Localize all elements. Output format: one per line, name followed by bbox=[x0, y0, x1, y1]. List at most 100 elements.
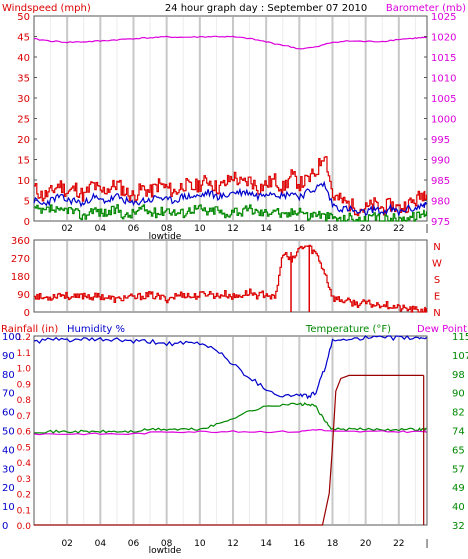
temperature-tick-label: 40 bbox=[452, 502, 465, 513]
x-tick-label: 10 bbox=[194, 539, 206, 549]
x-tick-end: | bbox=[425, 224, 428, 234]
windspeed-tick-label: 10 bbox=[17, 176, 30, 187]
compass-tick-label: N bbox=[433, 242, 440, 253]
humidity-tick-label: 30 bbox=[2, 464, 15, 475]
temperature-line bbox=[33, 402, 427, 434]
barometer-tick-label: 1005 bbox=[431, 94, 456, 105]
barometer-tick-label: 1000 bbox=[431, 115, 456, 126]
tick-labels: 02 04 06 08 10 12 14 16 18 20 22 | 02 04 06 08 10 12 14 16 1… bbox=[2, 12, 468, 549]
rain-tick-label: 0.4 bbox=[17, 459, 32, 469]
windspeed-axis-label: Windspeed (mph) bbox=[2, 3, 91, 14]
barometer-tick-label: 1025 bbox=[431, 12, 456, 23]
humidity-tick-label: 20 bbox=[2, 483, 15, 494]
compass-tick-label: N bbox=[433, 308, 440, 319]
windspeed-tick-label: 5 bbox=[24, 197, 30, 208]
dewpoint-line bbox=[33, 429, 427, 436]
x-tick-label: 04 bbox=[95, 224, 107, 234]
barometer-axis-label: Barometer (mb) bbox=[386, 3, 466, 14]
rain-tick-label: 0.1 bbox=[17, 506, 31, 516]
humidity-tick-label: 10 bbox=[2, 502, 15, 513]
temperature-tick-label: 98 bbox=[452, 370, 465, 381]
temperature-tick-label: 115 bbox=[452, 332, 468, 343]
compass-tick-label: W bbox=[432, 259, 442, 270]
wind-average-line bbox=[33, 180, 427, 218]
lowtide-label-top: lowtide bbox=[149, 232, 182, 242]
x-tick-label: 20 bbox=[360, 539, 372, 549]
x-tick-label: 14 bbox=[260, 539, 272, 549]
direction-tick-label: 180 bbox=[11, 272, 30, 283]
windspeed-tick-label: 45 bbox=[17, 33, 30, 44]
barometer-tick-label: 1010 bbox=[431, 74, 456, 85]
humidity-tick-label: 0 bbox=[2, 521, 8, 532]
temperature-tick-label: 82 bbox=[452, 408, 465, 419]
windspeed-tick-label: 25 bbox=[17, 115, 30, 126]
windspeed-tick-label: 30 bbox=[17, 94, 30, 105]
humidity-tick-label: 60 bbox=[2, 408, 15, 419]
direction-panel-frame bbox=[33, 239, 428, 313]
temperature-tick-label: 74 bbox=[452, 427, 465, 438]
humidity-line bbox=[33, 335, 427, 400]
x-tick-label: 06 bbox=[128, 224, 140, 234]
rain-tick-label: 0.3 bbox=[17, 475, 31, 485]
rain-tick-label: 0.9 bbox=[17, 380, 32, 390]
barometer-tick-label: 1020 bbox=[431, 33, 456, 44]
temperature-tick-label: 32 bbox=[452, 521, 465, 532]
humidity-tick-label: 50 bbox=[2, 427, 15, 438]
humidity-tick-label: 90 bbox=[2, 351, 15, 362]
windspeed-tick-label: 50 bbox=[17, 12, 30, 23]
humidity-tick-label: 80 bbox=[2, 370, 15, 381]
barometer-tick-label: 985 bbox=[431, 176, 450, 187]
x-tick-label: 20 bbox=[360, 224, 372, 234]
compass-tick-label: E bbox=[434, 292, 440, 303]
windspeed-tick-label: 0 bbox=[24, 217, 30, 228]
temperature-tick-label: 107 bbox=[452, 351, 468, 362]
humidity-axis-label: Humidity % bbox=[67, 324, 125, 335]
x-tick-label: 02 bbox=[61, 539, 72, 549]
dewpoint-axis-label: Dew Point bbox=[417, 324, 467, 335]
x-tick-label: 08 bbox=[161, 224, 173, 234]
temperature-tick-label: 90 bbox=[452, 389, 465, 400]
windspeed-tick-label: 20 bbox=[17, 135, 30, 146]
direction-tick-label: 360 bbox=[11, 236, 30, 247]
barometer-tick-label: 980 bbox=[431, 197, 450, 208]
windspeed-tick-label: 35 bbox=[17, 74, 30, 85]
barometer-tick-label: 975 bbox=[431, 217, 450, 228]
rain-tick-label: 0.6 bbox=[17, 428, 32, 438]
humidity-tick-label: 70 bbox=[2, 389, 15, 400]
humidity-tick-label: 100 bbox=[2, 332, 21, 343]
x-tick-label: 02 bbox=[61, 224, 72, 234]
temperature-tick-label: 65 bbox=[452, 445, 465, 456]
direction-tick-label: 90 bbox=[17, 290, 30, 301]
x-tick-label: 18 bbox=[327, 539, 339, 549]
graph-title: 24 hour graph day : September 07 2010 bbox=[165, 3, 367, 14]
x-tick-label: 10 bbox=[194, 224, 206, 234]
x-tick-label: 06 bbox=[128, 539, 140, 549]
x-tick-label: 12 bbox=[227, 539, 238, 549]
x-tick-label: 18 bbox=[327, 224, 339, 234]
rain-tick-label: 0.2 bbox=[17, 491, 31, 501]
wind-low-line bbox=[34, 204, 427, 222]
barometer-line bbox=[33, 35, 427, 50]
windspeed-tick-label: 40 bbox=[17, 53, 30, 64]
lowtide-label-bottom: lowtide bbox=[149, 546, 182, 556]
rainfall-axis-label: Rainfall (in) bbox=[1, 324, 58, 335]
barometer-tick-label: 1015 bbox=[431, 53, 456, 64]
x-tick-label: 22 bbox=[393, 224, 404, 234]
x-tick-label: 16 bbox=[294, 539, 306, 549]
rain-tick-label: 1.0 bbox=[17, 365, 32, 375]
compass-tick-label: S bbox=[434, 275, 440, 286]
rain-tick-label: 0.0 bbox=[17, 522, 32, 532]
temperature-axis-label: Temperature (°F) bbox=[305, 324, 391, 335]
x-tick-label: 14 bbox=[260, 224, 272, 234]
x-tick-label: 04 bbox=[95, 539, 107, 549]
x-tick-label: 08 bbox=[161, 539, 173, 549]
temperature-tick-label: 57 bbox=[452, 464, 465, 475]
x-tick-label: 16 bbox=[294, 224, 306, 234]
temperature-tick-label: 49 bbox=[452, 483, 465, 494]
barometer-tick-label: 995 bbox=[431, 135, 450, 146]
wind-direction-line bbox=[34, 244, 427, 313]
x-tick-label: 22 bbox=[393, 539, 404, 549]
x-tick-label: 12 bbox=[227, 224, 238, 234]
